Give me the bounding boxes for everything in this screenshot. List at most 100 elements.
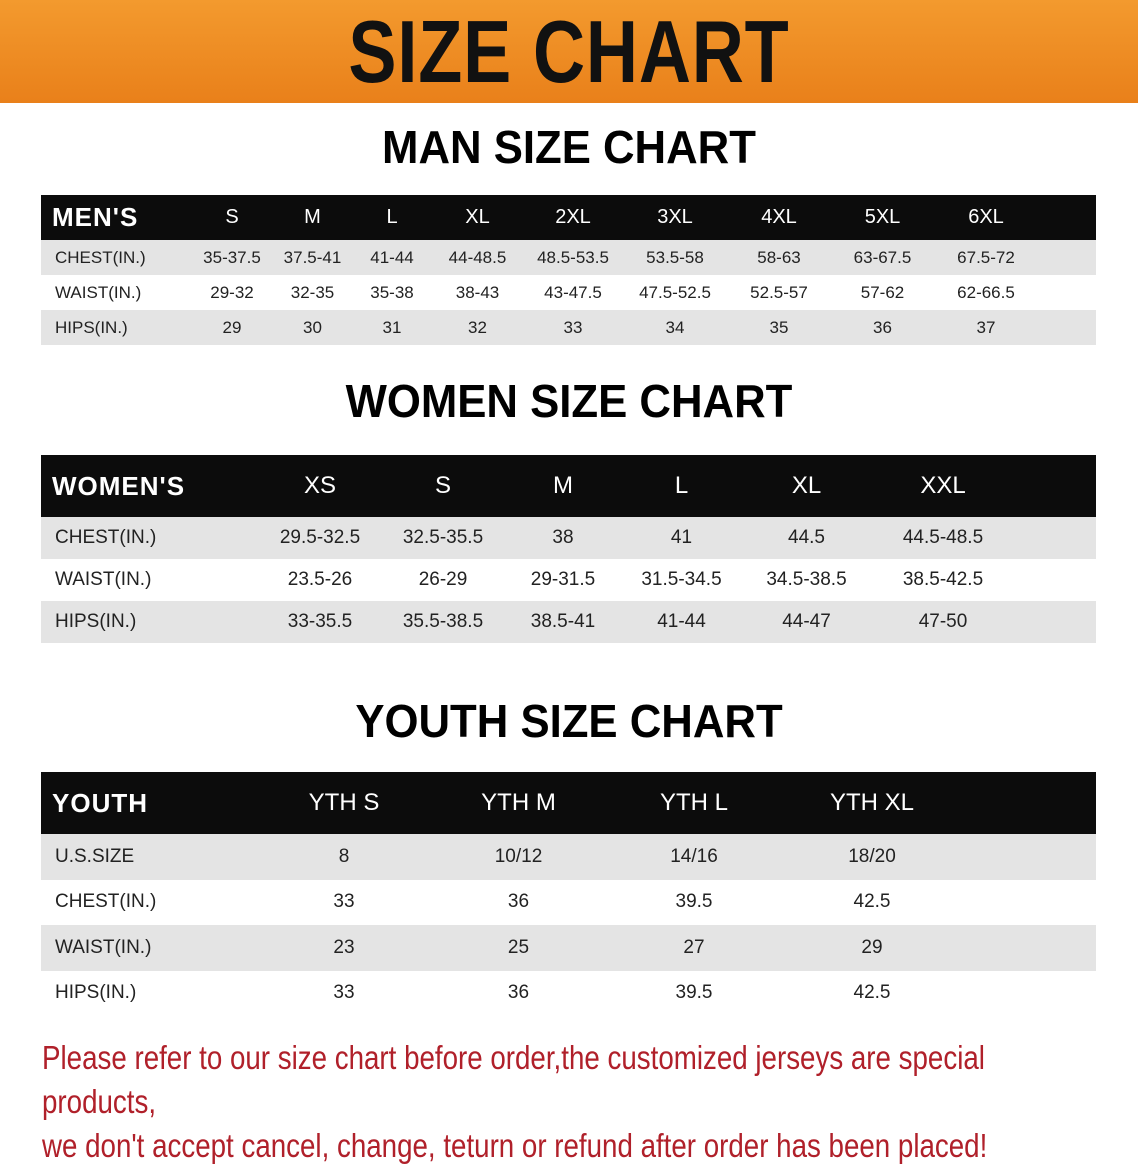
table-cell: 58-63 [757, 247, 801, 267]
size-header-cell: S [225, 206, 239, 228]
men-section-title: MAN SIZE CHART [382, 121, 756, 173]
size-header-cell: XXL [920, 472, 966, 499]
table-cell: 53.5-58 [646, 247, 704, 267]
disclaimer-line-1: Please refer to our size chart before or… [42, 1039, 985, 1120]
size-header-cell: XL [791, 472, 822, 499]
banner: SIZE CHART [0, 0, 1138, 103]
table-cell: 35 [769, 317, 789, 337]
table-cell: 35.5-38.5 [402, 611, 484, 632]
table-cell: 34.5-38.5 [766, 569, 847, 590]
youth-size-table: YOUTH YTH S YTH M YTH L YTH XL U.S.SIZE 8 10/12… [41, 772, 1096, 1016]
table-cell: 38 [552, 527, 574, 548]
table-cell: 23.5-26 [287, 569, 353, 590]
row-label: WAIST(IN.) [55, 569, 152, 590]
table-row: WAIST(IN.) 23.5-26 26-29 29-31.5 31.5-34.5 34… [41, 559, 1096, 601]
table-cell: 18/20 [848, 845, 896, 867]
table-cell: 57-62 [860, 282, 905, 302]
table-row: CHEST(IN.) 35-37.5 37.5-41 41-44 44-48.5 48.5… [41, 240, 1096, 275]
table-cell: 35-37.5 [203, 247, 261, 267]
row-label: CHEST(IN.) [55, 527, 157, 548]
size-header-cell: 4XL [761, 206, 797, 228]
size-header-cell: S [434, 472, 451, 499]
table-row: HIPS(IN.) 33-35.5 35.5-38.5 38.5-41 41-44 44-… [41, 601, 1096, 643]
table-header-row: WOMEN'S XS S M L XL XXL [41, 455, 1096, 517]
table-cell: 39.5 [675, 982, 713, 1004]
table-cell: 48.5-53.5 [537, 247, 609, 267]
table-cell: 63-67.5 [853, 247, 912, 267]
table-cell: 14/16 [670, 845, 718, 867]
table-cell: 25 [507, 936, 530, 958]
table-cell: 43-47.5 [544, 282, 602, 302]
table-cell: 10/12 [494, 845, 543, 867]
table-cell: 38.5-41 [530, 611, 596, 632]
table-title-cell: YOUTH [52, 787, 148, 818]
table-cell: 32-35 [290, 282, 335, 302]
size-header-cell: YTH L [659, 789, 728, 816]
table-row: U.S.SIZE 8 10/12 14/16 18/20 [41, 834, 1096, 880]
row-label: U.S.SIZE [55, 845, 135, 867]
table-cell: 30 [303, 317, 322, 337]
table-cell: 36 [507, 982, 530, 1004]
table-cell: 44-47 [782, 611, 831, 632]
size-header-cell: 6XL [968, 206, 1004, 228]
row-label: WAIST(IN.) [55, 282, 142, 302]
table-cell: 23 [333, 936, 355, 958]
row-label: CHEST(IN.) [55, 891, 157, 913]
table-cell: 29 [861, 936, 883, 958]
table-cell: 32 [468, 317, 487, 337]
table-cell: 35-38 [370, 282, 414, 302]
size-header-cell: 2XL [555, 206, 591, 228]
table-cell: 44-48.5 [448, 247, 507, 267]
table-row: HIPS(IN.) 29 30 31 32 33 34 35 36 37 [41, 310, 1096, 345]
table-row: WAIST(IN.) 23 25 27 29 [41, 925, 1096, 971]
table-title-cell: WOMEN'S [52, 470, 186, 501]
table-cell: 29-32 [210, 282, 254, 302]
row-label: CHEST(IN.) [55, 247, 146, 267]
table-cell: 47.5-52.5 [639, 282, 711, 302]
table-cell: 31 [382, 317, 402, 337]
table-cell: 37 [976, 317, 996, 337]
table-cell: 38-43 [455, 282, 500, 302]
table-cell: 42.5 [853, 982, 891, 1004]
table-cell: 44.5 [788, 527, 825, 548]
table-cell: 34 [665, 317, 685, 337]
table-cell: 29.5-32.5 [279, 527, 361, 548]
row-label: WAIST(IN.) [55, 936, 152, 958]
size-header-cell: M [304, 206, 321, 228]
table-cell: 8 [338, 845, 350, 867]
table-cell: 44.5-48.5 [902, 527, 984, 548]
disclaimer-note: Please refer to our size chart before or… [42, 1036, 1050, 1168]
table-cell: 36 [873, 317, 892, 337]
size-header-cell: M [553, 472, 573, 499]
table-row: WAIST(IN.) 29-32 32-35 35-38 38-43 43-47.5 47.… [41, 275, 1096, 310]
table-title-cell: MEN'S [52, 202, 139, 232]
table-cell: 47-50 [918, 611, 968, 632]
size-header-cell: XS [303, 472, 336, 499]
table-header-row: YOUTH YTH S YTH M YTH L YTH XL [41, 772, 1096, 834]
table-cell: 42.5 [853, 891, 891, 913]
table-row: CHEST(IN.) 29.5-32.5 32.5-35.5 38 41 44.5 44.5… [41, 517, 1096, 559]
table-cell: 38.5-42.5 [902, 569, 984, 590]
table-cell: 33-35.5 [287, 611, 353, 632]
table-cell: 29 [222, 317, 242, 337]
size-header-cell: 3XL [657, 206, 693, 228]
disclaimer-line-2: we don't accept cancel, change, teturn o… [42, 1127, 988, 1164]
table-cell: 33 [333, 891, 355, 913]
women-section-title: WOMEN SIZE CHART [345, 375, 793, 427]
youth-section-title: YOUTH SIZE CHART [355, 695, 783, 747]
size-header-cell: YTH S [308, 789, 380, 816]
table-cell: 26-29 [418, 569, 468, 590]
table-row: HIPS(IN.) 33 36 39.5 42.5 [41, 970, 1096, 1016]
table-cell: 29-31.5 [530, 569, 596, 590]
table-cell: 62-66.5 [957, 282, 1015, 302]
table-cell: 32.5-35.5 [402, 527, 484, 548]
row-label: HIPS(IN.) [55, 611, 137, 632]
table-cell: 37.5-41 [283, 247, 342, 267]
table-cell: 41-44 [370, 247, 414, 267]
men-size-table: MEN'S S M L XL 2XL 3XL 4XL 5XL 6XL CHEST(IN.) 35-37… [41, 195, 1096, 345]
table-header-row: MEN'S S M L XL 2XL 3XL 4XL 5XL 6XL [41, 195, 1096, 240]
table-cell: 52.5-57 [750, 282, 808, 302]
table-cell: 41 [670, 527, 693, 548]
women-size-table: WOMEN'S XS S M L XL XXL CHEST(IN.) 29.5-32.5 32.5… [41, 455, 1096, 643]
table-cell: 27 [683, 936, 705, 958]
